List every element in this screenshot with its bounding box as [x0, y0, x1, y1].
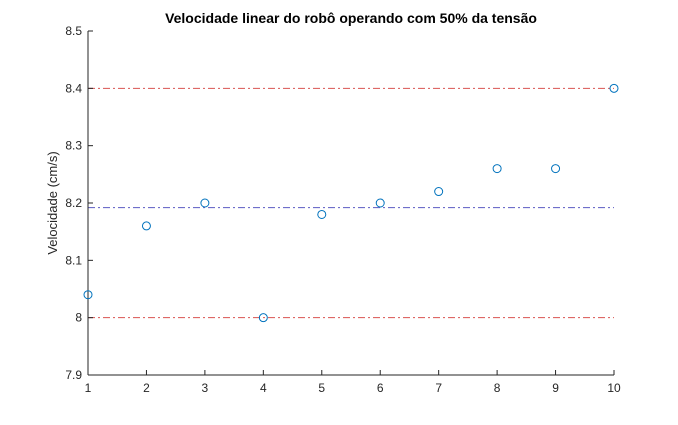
x-tick-label: 7 — [435, 381, 442, 395]
x-tick-label: 10 — [607, 381, 621, 395]
x-tick-label: 6 — [377, 381, 384, 395]
y-tick-label: 8.5 — [65, 24, 82, 38]
data-point — [434, 187, 444, 197]
y-tick-label: 8.2 — [65, 196, 82, 210]
y-tick-label: 8 — [75, 311, 82, 325]
data-point — [258, 313, 268, 323]
x-tick-label: 5 — [318, 381, 325, 395]
data-point — [492, 164, 502, 174]
data-point — [609, 83, 619, 93]
data-point — [551, 164, 561, 174]
y-axis-label: Velocidade (cm/s) — [45, 151, 60, 254]
x-tick-label: 9 — [552, 381, 559, 395]
data-point — [317, 209, 327, 219]
y-tick-label: 8.4 — [65, 81, 82, 95]
data-point — [141, 221, 151, 231]
x-tick-label: 1 — [85, 381, 92, 395]
y-tick-label: 8.3 — [65, 139, 82, 153]
data-point — [83, 290, 93, 300]
x-tick-label: 4 — [260, 381, 267, 395]
data-point — [200, 198, 210, 208]
x-tick-label: 2 — [143, 381, 150, 395]
y-tick-label: 8.1 — [65, 253, 82, 267]
y-tick-label: 7.9 — [65, 368, 82, 382]
chart-title: Velocidade linear do robô operando com 5… — [165, 10, 537, 26]
x-tick-label: 3 — [202, 381, 209, 395]
data-point — [375, 198, 385, 208]
x-tick-label: 8 — [494, 381, 501, 395]
